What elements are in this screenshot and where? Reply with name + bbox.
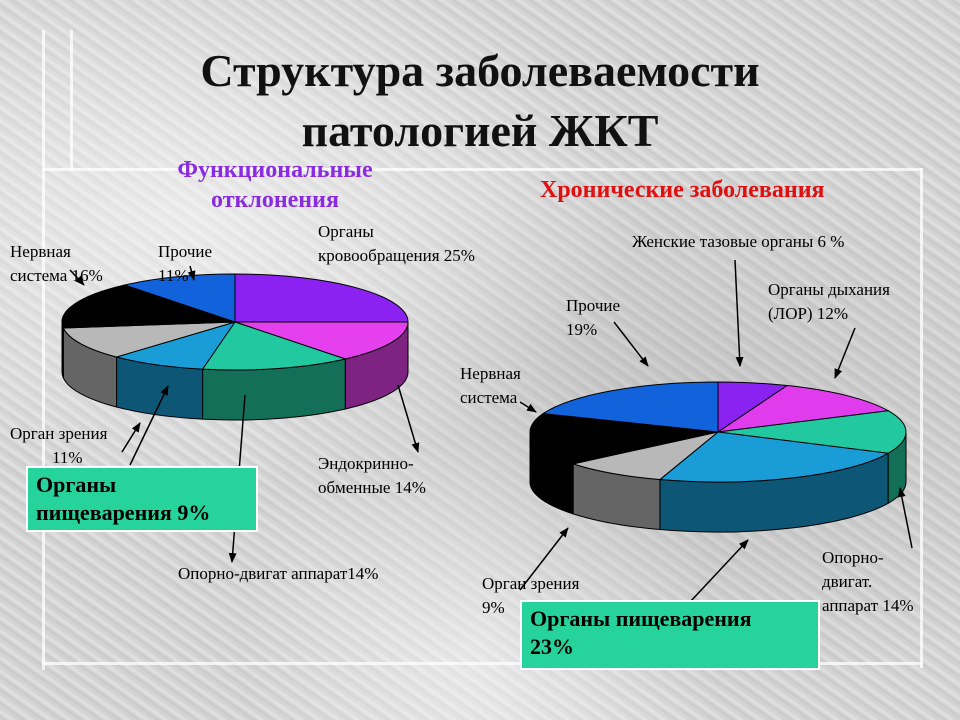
frame-line-left [42,30,45,670]
chart2-slice-5 [529,413,719,465]
chart1-pie-sides [61,321,409,421]
chart1-label-musculo: Опорно-двигат аппарат14% [178,564,379,583]
chart2-slice-6 [541,381,719,433]
chart2-arrow-other [613,321,649,367]
chart2-label-pelvic: Женские тазовые органы 6 % [632,232,845,251]
leader-arrows [69,259,913,603]
chart1-slice-3 [114,321,237,370]
page-title-line-1: Структура заболеваемости [200,45,760,96]
chart1-title: Функциональные отклонения [125,155,425,215]
chart1-pie [61,273,409,421]
chart1-title-line-2: отклонения [211,187,339,213]
chart2-arrow-musculo [897,487,913,549]
chart2-label-nervous: Нервная система [460,364,521,407]
chart2-label-other: Прочие 19% [566,296,621,339]
chart1-label-other: Прочие 11% [158,242,213,285]
chart1-label-endocrine: Эндокринно- обменные 14% [318,454,426,497]
chart1-arrow-nervous [69,269,85,286]
chart2-arrow-respiratory [834,327,856,379]
chart2-slice-1 [717,384,890,433]
chart2-label-respiratory: Органы дыхания (ЛОР) 12% [768,280,890,323]
chart2-arrow-vision [519,527,569,591]
frame-line-top [42,168,922,171]
chart2-arrow-pelvic [734,259,744,367]
chart2-pie [529,381,907,533]
chart1-slice-side-5 [61,321,64,379]
chart1-slice-1 [234,321,409,360]
chart1-arrow-other [187,265,196,281]
chart1-slice-2 [201,321,348,371]
chart1-arrow-digestion [129,385,169,466]
chart1-label-circulation: Органы кровообращения 25% [318,222,475,265]
chart2-slice-4 [571,431,719,481]
chart2-label-digestion-box: Органы пищеварения 23% [520,600,820,670]
chart2-pie-sides [529,431,907,533]
chart1-label-digestion-box: Органы пищеварения 9% [26,466,258,532]
chart2-label-musculo: Опорно- двигат. аппарат 14% [822,548,914,615]
chart1-label-vision: Орган зрения 11% [10,424,108,467]
chart1-slice-0 [234,273,409,323]
page-title-line-2: патологией ЖКТ [301,105,659,156]
chart1-label-nervous: Нервная система 16% [10,242,103,285]
chart2-label-vision: Орган зрения 9% [482,574,580,617]
chart2-title-line-1: Хронические заболевания [540,177,825,203]
frame-line-left-inner [70,30,73,170]
chart2-pie-top [529,381,907,483]
chart2-title: Хронические заболевания [540,175,940,205]
chart1-slice-4 [62,321,236,358]
chart1-pie-top [61,273,409,371]
chart1-slice-5 [61,284,236,329]
chart1-arrow-endocrine [397,384,420,453]
frame-line-bottom [42,662,922,665]
frame-line-right [920,168,923,668]
chart2-arrow-nervous [519,401,537,413]
chart1-slice-6 [122,273,236,323]
chart2-slice-2 [717,410,907,454]
chart1-arrow-vision [121,422,141,453]
chart2-arrow-digestion [689,539,749,603]
chart1-title-line-1: Функциональные [177,157,373,183]
chart2-slice-3 [658,431,890,483]
